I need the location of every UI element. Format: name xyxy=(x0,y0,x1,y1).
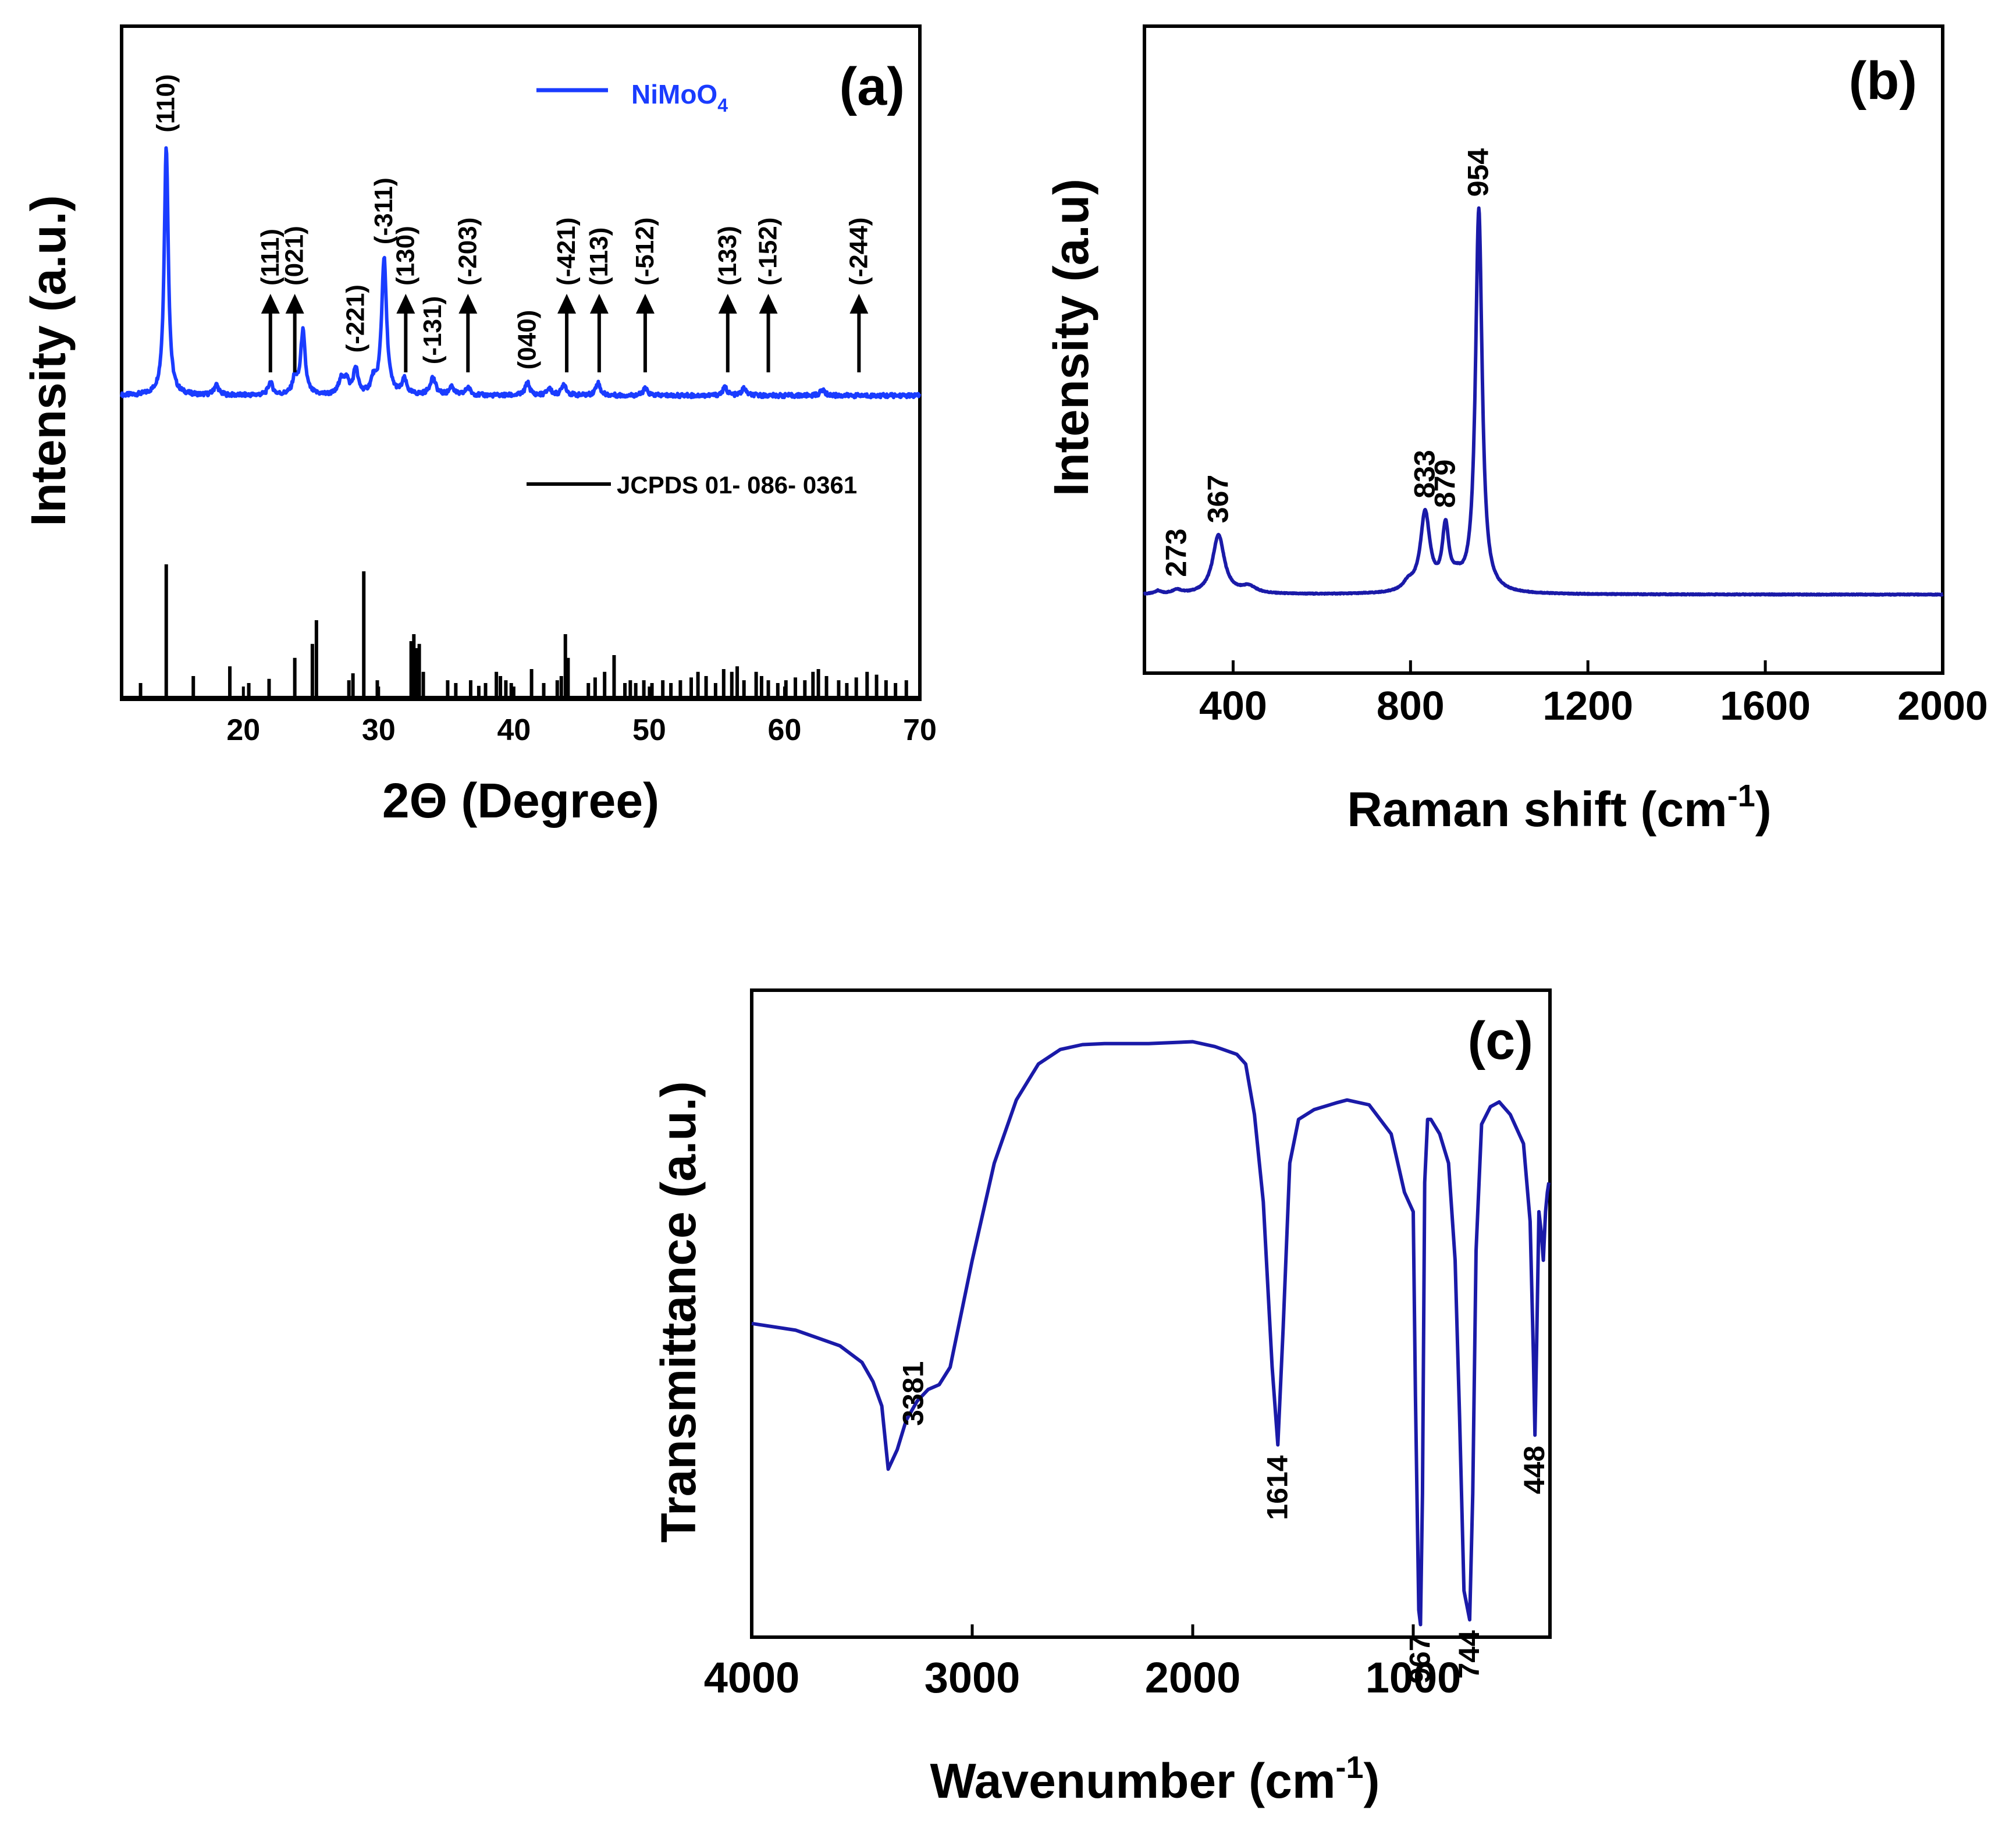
raman-x-axis-title: Raman shift (cm-1) xyxy=(1347,778,1771,837)
xrd-sample-curve xyxy=(120,146,922,400)
raman-y-axis-title: Intensity (a.u) xyxy=(1044,179,1098,496)
raman-x-axis: 400 800 1200 1600 2000 xyxy=(1199,660,1988,728)
xrd-miller-label: (130) xyxy=(391,226,419,286)
ftir-x-tick-label: 2000 xyxy=(1145,1653,1241,1702)
xrd-miller-label: (-203) xyxy=(453,218,482,286)
xrd-peak-arrowhead xyxy=(589,294,609,314)
xrd-legend-label-reference: JCPDS 01- 086- 0361 xyxy=(617,471,857,499)
xrd-miller-label: (-152) xyxy=(754,218,783,286)
xrd-plot-frame xyxy=(120,24,922,701)
ftir-peak-label: 744 xyxy=(1453,1630,1485,1679)
xrd-peak-arrowhead xyxy=(759,294,778,314)
ftir-plot-frame xyxy=(750,988,1552,1639)
xrd-miller-label: (-421) xyxy=(552,218,581,286)
raman-panel-label: (b) xyxy=(1849,51,1917,111)
xrd-x-tick-label: 50 xyxy=(632,713,666,747)
xrd-peak-arrowhead xyxy=(718,294,737,314)
xrd-reference-sticks xyxy=(122,564,920,698)
ftir-peak-label: 448 xyxy=(1518,1446,1551,1494)
xrd-x-tick-label: 60 xyxy=(768,713,802,747)
raman-peak-label: 879 xyxy=(1429,460,1462,508)
xrd-miller-label: (-131) xyxy=(418,296,447,364)
ftir-x-axis-title: Wavenumber (cm-1) xyxy=(930,1750,1379,1808)
raman-x-tick-label: 2000 xyxy=(1897,683,1988,728)
xrd-y-axis-title: Intensity (a.u.) xyxy=(21,195,76,526)
ftir-x-tick-label: 3000 xyxy=(925,1653,1021,1702)
xrd-x-tick-label: 30 xyxy=(362,713,396,747)
xrd-panel-label: (a) xyxy=(840,57,905,116)
raman-plot-frame xyxy=(1143,24,1944,675)
xrd-panel: (a) NiMoO4 JCPDS 01- 086- 0361 20 30 40 50 6… xyxy=(21,24,937,828)
xrd-x-tick-label: 20 xyxy=(226,713,260,747)
xrd-miller-labels: (110)(111)(021)(-221)(-311)(130)(-131)(-… xyxy=(152,74,873,372)
xrd-peak-arrowhead xyxy=(261,294,280,314)
ftir-panel-label: (c) xyxy=(1468,1011,1533,1071)
xrd-x-tick-label: 70 xyxy=(903,713,937,747)
raman-peak-label: 273 xyxy=(1160,528,1193,577)
ftir-peak-label: 967 xyxy=(1404,1635,1437,1683)
raman-peak-label: 954 xyxy=(1462,148,1495,197)
xrd-miller-label: (110) xyxy=(152,74,180,132)
ftir-peak-labels: 3381 1614 967 744 448 xyxy=(897,1361,1551,1684)
ftir-peak-label: 1614 xyxy=(1261,1455,1293,1520)
xrd-peak-arrowhead xyxy=(285,294,304,314)
xrd-peak-arrowhead xyxy=(635,294,655,314)
xrd-peak-arrowhead xyxy=(557,294,577,314)
ftir-x-tick-label: 1000 xyxy=(1366,1653,1462,1702)
xrd-miller-label: (-244) xyxy=(844,218,873,286)
xrd-x-tick-label: 40 xyxy=(497,713,531,747)
xrd-miller-label: (133) xyxy=(713,226,742,286)
raman-spectrum-curve xyxy=(1143,206,1944,597)
ftir-peak-label: 3381 xyxy=(897,1361,930,1426)
raman-peak-label: 367 xyxy=(1201,475,1234,523)
xrd-peak-arrowhead xyxy=(849,294,869,314)
ftir-spectrum-curve xyxy=(751,1040,1551,1627)
xrd-miller-label: (-221) xyxy=(341,284,369,353)
xrd-peak-arrowhead xyxy=(396,294,415,314)
raman-x-tick-label: 1600 xyxy=(1720,683,1811,728)
raman-x-tick-label: 400 xyxy=(1199,683,1267,728)
xrd-miller-label: (111) xyxy=(256,229,285,286)
xrd-legend-label-sample: NiMoO4 xyxy=(631,79,728,116)
xrd-x-axis: 20 30 40 50 60 70 xyxy=(226,687,937,747)
xrd-miller-label: (-512) xyxy=(631,218,659,286)
ftir-panel: (c) 4000 3000 2000 1000 3381 1614 967 744 448 W… xyxy=(651,988,1552,1808)
raman-x-tick-label: 800 xyxy=(1377,683,1445,728)
ftir-x-tick-label: 4000 xyxy=(704,1653,800,1702)
xrd-x-axis-title: 2Θ (Degree) xyxy=(382,773,659,828)
raman-x-tick-label: 1200 xyxy=(1542,683,1633,728)
xrd-miller-label: (040) xyxy=(513,310,542,370)
xrd-peak-arrowhead xyxy=(458,294,478,314)
ftir-y-axis-title: Transmittance (a.u.) xyxy=(651,1081,706,1543)
raman-peak-label: 833 xyxy=(1408,450,1441,498)
xrd-miller-label: (113) xyxy=(585,227,613,286)
xrd-miller-label: (-311) xyxy=(369,177,398,244)
ftir-x-axis: 4000 3000 2000 1000 xyxy=(704,1624,1462,1702)
xrd-miller-label: (021) xyxy=(280,226,309,286)
